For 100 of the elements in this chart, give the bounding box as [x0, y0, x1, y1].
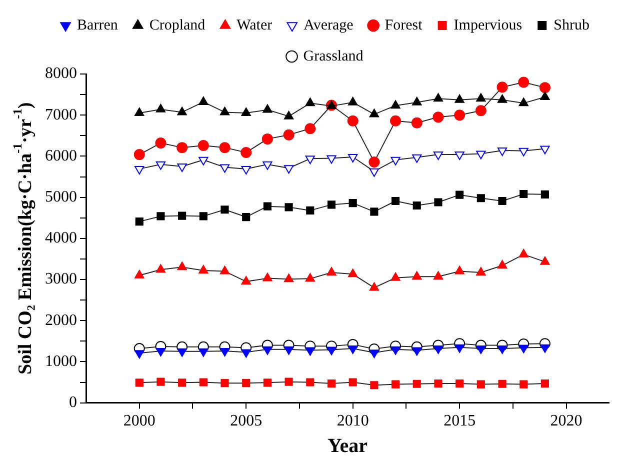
legend-label: Water [236, 17, 272, 34]
x-axis-title: Year [328, 435, 368, 458]
point [347, 115, 358, 126]
point [412, 96, 422, 106]
y-tick-label: 7000 [45, 106, 77, 124]
legend-label: Shrub [554, 17, 590, 34]
point [241, 349, 251, 358]
point [518, 98, 528, 106]
point [177, 348, 187, 357]
point [476, 380, 485, 388]
point [412, 154, 422, 163]
point [220, 348, 230, 357]
point [520, 380, 528, 388]
point [326, 346, 336, 356]
point [476, 346, 486, 354]
point [262, 346, 272, 355]
point [240, 147, 252, 158]
point [497, 147, 508, 156]
point [476, 194, 485, 202]
point [540, 256, 550, 265]
point [518, 76, 530, 88]
point [540, 146, 550, 154]
point [176, 142, 188, 154]
x-tick-label: 2000 [123, 412, 156, 430]
point [498, 196, 506, 206]
y-tick-label: 4000 [45, 230, 77, 247]
point [198, 264, 208, 274]
point [198, 348, 208, 357]
point [434, 379, 442, 388]
y-tick-label: 8000 [45, 65, 77, 82]
point [241, 166, 251, 174]
point [348, 199, 357, 208]
point [284, 346, 294, 355]
point [134, 166, 144, 174]
point [263, 202, 272, 210]
point [263, 378, 272, 387]
point [412, 271, 422, 280]
point [433, 271, 444, 280]
point [454, 344, 464, 353]
point [369, 168, 380, 177]
point [348, 378, 357, 386]
point [198, 140, 209, 152]
point [496, 82, 508, 93]
point [432, 112, 444, 123]
point [177, 163, 187, 172]
point [518, 344, 528, 354]
point [456, 379, 464, 388]
y-tick-label: 0 [69, 394, 77, 412]
point [135, 378, 144, 387]
point [412, 347, 422, 356]
legend-label: Barren [77, 17, 118, 34]
point [283, 129, 294, 140]
point [327, 200, 336, 209]
point [369, 282, 380, 291]
point [348, 268, 358, 278]
point [498, 380, 506, 388]
y-tick-label: 5000 [45, 188, 77, 206]
x-tick-label: 2005 [230, 412, 262, 430]
point [262, 133, 273, 144]
point [540, 344, 550, 353]
legend-label: Impervious [454, 17, 522, 34]
point [518, 248, 528, 258]
point [199, 378, 208, 386]
point [434, 198, 442, 206]
point [156, 104, 166, 112]
point [476, 93, 486, 102]
point [391, 196, 400, 206]
point [348, 346, 358, 354]
point [539, 82, 550, 94]
point [262, 272, 272, 282]
point [540, 190, 549, 198]
point [220, 206, 229, 214]
point [412, 201, 421, 210]
point [454, 110, 466, 121]
point [411, 117, 422, 128]
point [497, 260, 508, 269]
point [284, 110, 294, 120]
point [220, 266, 230, 274]
point [518, 148, 528, 156]
legend-label: Average [304, 17, 354, 34]
point [284, 203, 293, 212]
point [155, 138, 166, 149]
point [135, 218, 144, 226]
point [198, 156, 208, 166]
point [241, 276, 251, 285]
point [390, 100, 400, 109]
point [199, 212, 208, 220]
legend-label: Cropland [149, 17, 206, 34]
point [305, 98, 315, 106]
point [326, 267, 336, 276]
point [178, 212, 186, 220]
point [327, 379, 336, 388]
point [284, 378, 293, 386]
legend-label: Forest [384, 17, 424, 34]
y-tick-label: 6000 [45, 147, 77, 164]
x-tick-label: 2015 [444, 412, 476, 430]
point [262, 161, 272, 170]
point [369, 108, 380, 118]
point [348, 96, 358, 106]
point [454, 266, 464, 274]
